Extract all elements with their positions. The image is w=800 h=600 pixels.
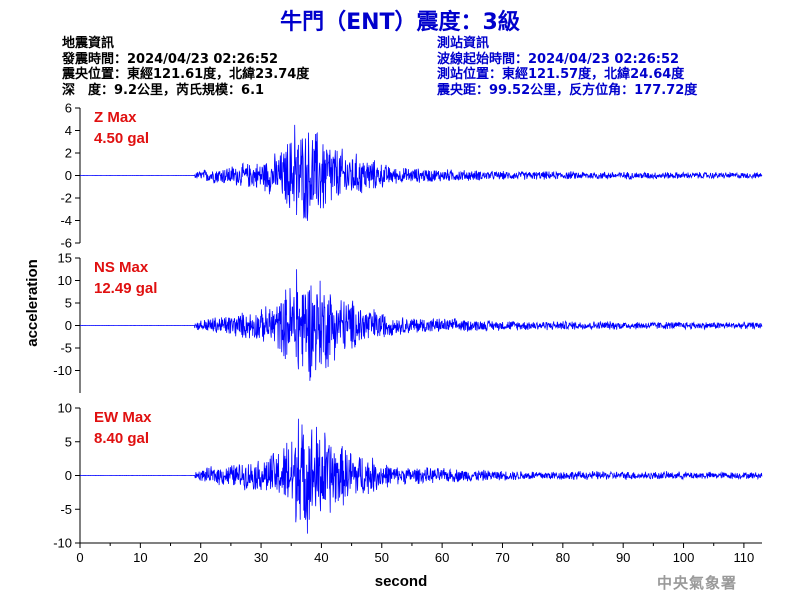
trace-ns <box>79 269 763 381</box>
x-tick-label: 90 <box>616 550 630 565</box>
y-tick-label: -6 <box>60 236 72 251</box>
max-value-ns: 12.49 gal <box>94 280 157 297</box>
wave-start-time: 波線起始時間：2024/04/23 02:26:52 <box>437 51 680 67</box>
station-info-heading: 測站資訊 <box>437 36 490 51</box>
x-tick-label: 100 <box>673 550 695 565</box>
x-tick-label: 20 <box>193 550 207 565</box>
y-tick-label: -5 <box>60 502 72 517</box>
x-tick-label: 10 <box>133 550 147 565</box>
agency-credit: 中央氣象署 <box>657 574 738 592</box>
y-tick-label: 5 <box>65 296 72 311</box>
x-tick-label: 50 <box>375 550 389 565</box>
max-label-ns: NS Max <box>94 259 149 276</box>
x-tick-label: 110 <box>734 550 755 565</box>
x-tick-label: 60 <box>435 550 449 565</box>
y-tick-label: -2 <box>60 191 72 206</box>
x-tick-label: 30 <box>254 550 268 565</box>
x-axis-title: second <box>375 573 428 590</box>
max-value-ew: 8.40 gal <box>94 430 149 447</box>
y-tick-label: 5 <box>65 434 72 449</box>
y-tick-label: 4 <box>65 123 72 138</box>
y-axis-title: acceleration <box>24 259 41 347</box>
trace-ew <box>80 418 763 534</box>
x-tick-label: 70 <box>495 550 509 565</box>
y-tick-label: -10 <box>53 536 72 551</box>
y-tick-label: 6 <box>65 101 72 116</box>
max-value-z: 4.50 gal <box>94 130 149 147</box>
y-tick-label: -4 <box>60 213 72 228</box>
y-tick-label: 0 <box>65 168 72 183</box>
x-tick-label: 40 <box>314 550 328 565</box>
y-tick-label: 2 <box>65 146 72 161</box>
max-label-z: Z Max <box>94 109 137 126</box>
x-tick-label: 80 <box>556 550 570 565</box>
y-tick-label: 15 <box>58 251 72 266</box>
quake-info: 地震資訊 發震時間：2024/04/23 02:26:52 震央位置：東經121… <box>62 36 309 98</box>
epicenter: 震央位置：東經121.61度，北緯23.74度 <box>62 67 310 82</box>
epicentral-distance: 震央距：99.52公里，反方位角：177.72度 <box>437 82 698 98</box>
max-label-ew: EW Max <box>94 409 152 426</box>
origin-time: 發震時間：2024/04/23 02:26:52 <box>62 51 279 67</box>
quake-info-heading: 地震資訊 <box>62 36 115 51</box>
trace-z <box>80 124 763 221</box>
chart-title: 牛門（ENT）震度：3級 <box>280 10 520 35</box>
x-tick-label: 0 <box>76 550 83 565</box>
station-info: 測站資訊 波線起始時間：2024/04/23 02:26:52 測站位置：東經1… <box>437 36 697 98</box>
y-tick-label: 10 <box>58 401 72 416</box>
depth-magnitude: 深 度：9.2公里，芮氏規模：6.1 <box>62 82 265 98</box>
station-location: 測站位置：東經121.57度，北緯24.64度 <box>437 67 685 82</box>
y-tick-label: 0 <box>65 318 72 333</box>
y-tick-label: -5 <box>60 341 72 356</box>
y-tick-label: -10 <box>53 363 72 378</box>
y-tick-label: 0 <box>65 468 72 483</box>
y-tick-label: 10 <box>58 273 72 288</box>
